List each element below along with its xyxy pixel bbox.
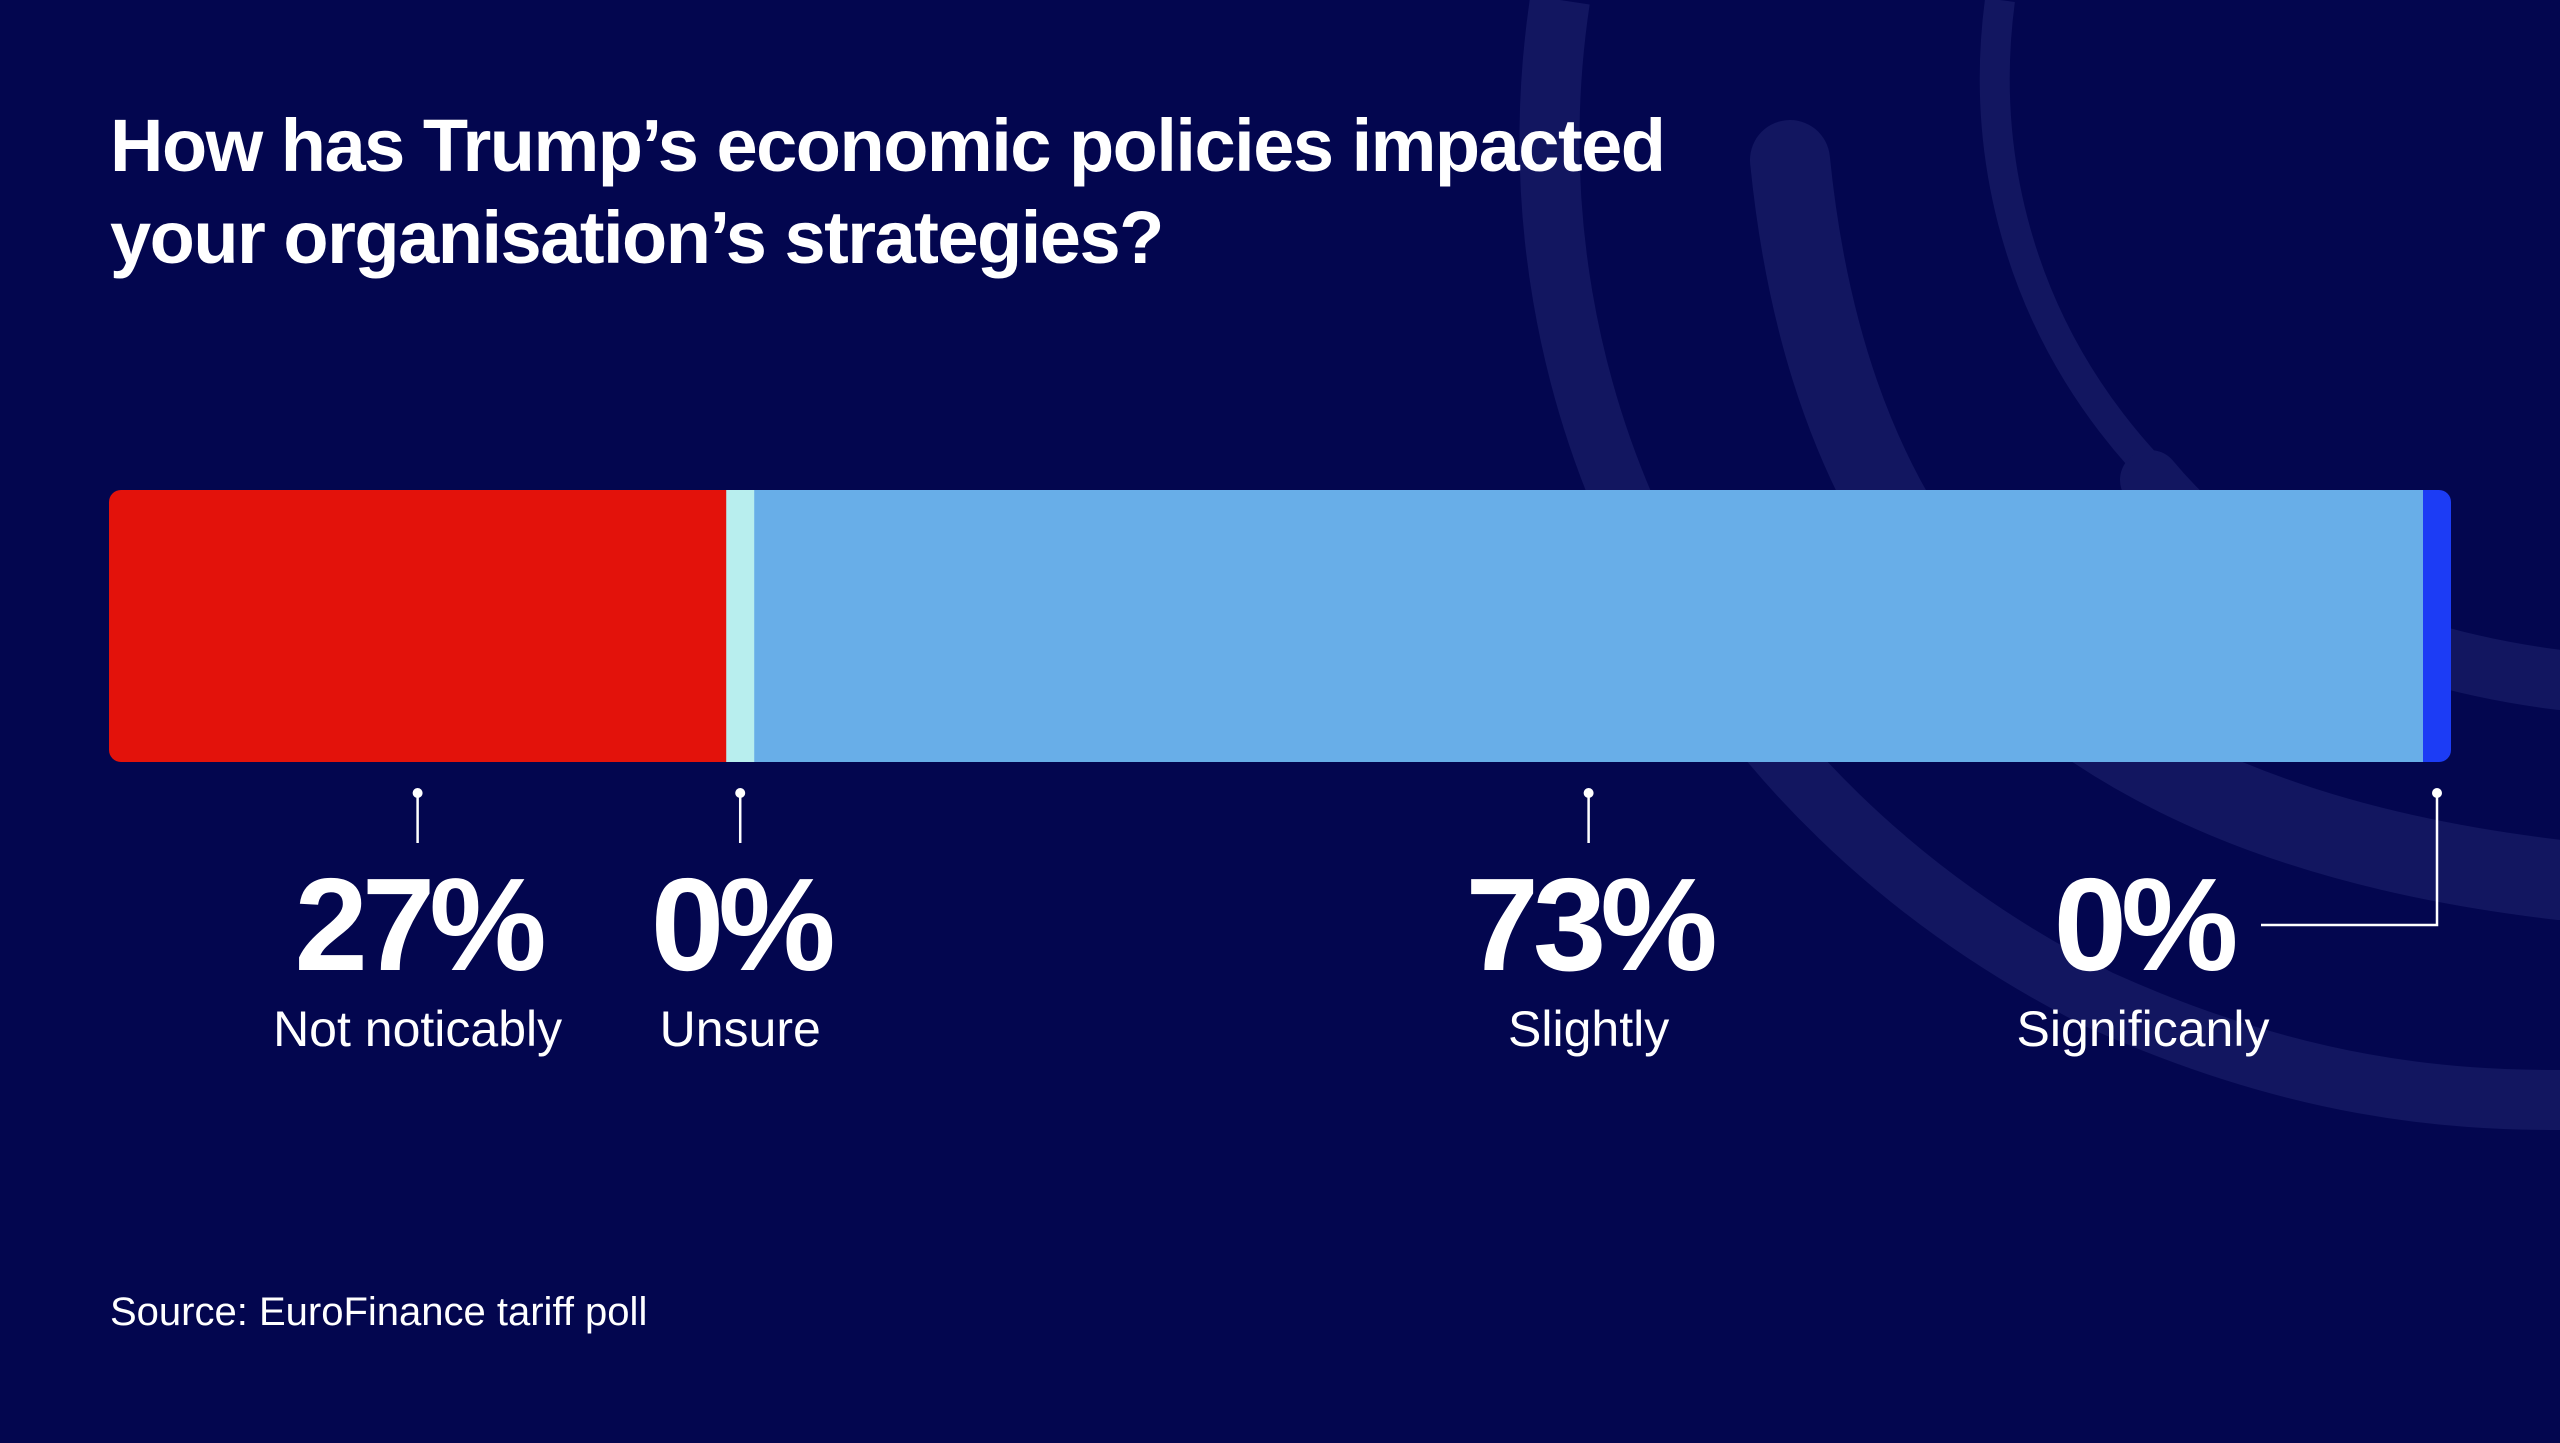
bar-segments xyxy=(109,490,2451,762)
category-label-4: Significanly xyxy=(2017,1001,2270,1057)
value-label-1: 27% xyxy=(295,851,544,998)
bar-segment-2 xyxy=(726,490,755,762)
bar-segment-4 xyxy=(2423,490,2451,762)
source-note: Source: EuroFinance tariff poll xyxy=(110,1290,648,1334)
callout-connector-4 xyxy=(2261,793,2439,927)
decor-arc-outer xyxy=(1519,0,2560,1130)
bar-segment-3 xyxy=(754,490,2424,762)
bar-segment-1 xyxy=(109,490,727,762)
value-label-2: 0% xyxy=(651,851,832,998)
title-line-2: your organisation’s strategies? xyxy=(110,196,1164,279)
category-label-1: Not noticably xyxy=(273,1001,562,1057)
chart-title: How has Trump’s economic policies impact… xyxy=(110,100,1810,284)
category-label-3: Slightly xyxy=(1508,1001,1669,1057)
bar-labels: 27%Not noticably0%Unsure73%Slightly0%Sig… xyxy=(273,788,2442,1057)
value-label-4: 0% xyxy=(2054,851,2235,998)
category-label-2: Unsure xyxy=(660,1001,821,1057)
title-line-1: How has Trump’s economic policies impact… xyxy=(110,104,1666,187)
value-label-3: 73% xyxy=(1466,851,1715,998)
